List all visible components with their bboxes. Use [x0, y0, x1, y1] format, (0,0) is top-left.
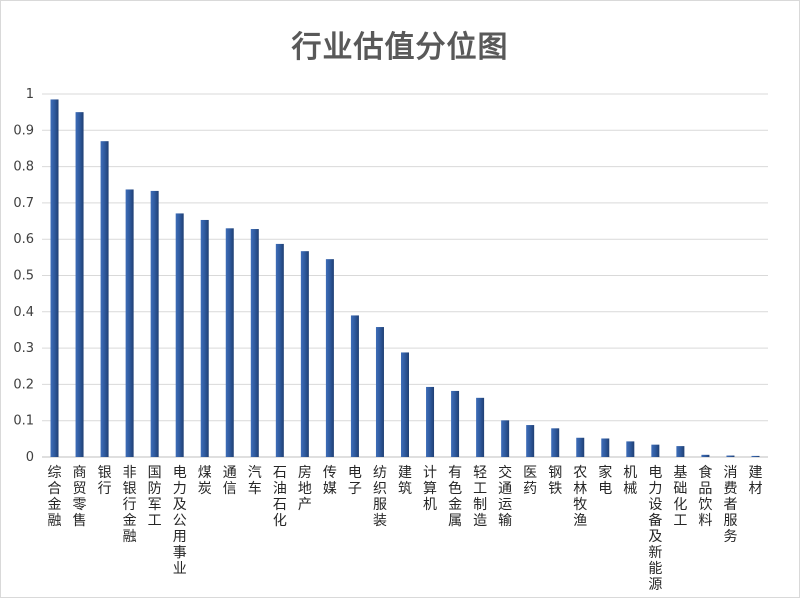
x-tick-label: 房地产	[298, 465, 312, 513]
y-tick-label: 0.8	[13, 160, 34, 175]
bar	[501, 420, 510, 457]
bar	[350, 315, 359, 457]
x-tick-label: 计算机	[423, 465, 437, 513]
bar	[200, 219, 209, 457]
bar	[50, 99, 59, 457]
y-tick-label: 0.3	[13, 341, 34, 356]
y-tick-label: 0.2	[13, 377, 34, 392]
bar	[651, 444, 660, 457]
x-tick-label: 机械	[623, 465, 637, 497]
x-tick-label: 煤炭	[198, 465, 212, 497]
bar	[626, 441, 635, 457]
y-tick-label: 0.6	[13, 232, 34, 247]
bar	[175, 213, 184, 457]
bar	[375, 327, 384, 457]
bar	[300, 251, 309, 457]
bar	[225, 228, 234, 457]
y-tick-label: 0.7	[13, 196, 34, 211]
bar	[676, 446, 685, 457]
x-tick-label: 轻工制造	[473, 465, 487, 529]
x-tick-label: 食品饮料	[698, 464, 712, 529]
y-tick-label: 0.5	[13, 269, 34, 284]
x-tick-label: 交通运输	[498, 464, 512, 529]
x-tick-label: 通信	[223, 465, 237, 497]
bar	[726, 455, 735, 457]
bar	[401, 352, 409, 457]
bar	[250, 229, 259, 457]
x-tick-label: 汽车	[248, 465, 262, 497]
y-tick-label: 0.4	[13, 305, 34, 320]
bar	[526, 425, 535, 457]
y-tick-label: 0	[26, 450, 34, 465]
x-tick-label: 银行	[98, 465, 112, 497]
x-tick-label: 纺织服装	[373, 465, 387, 529]
bar	[601, 438, 610, 457]
bar	[125, 189, 134, 457]
bars	[50, 99, 760, 458]
x-tick-label: 非银行金融	[123, 465, 137, 545]
bar	[751, 455, 760, 457]
bar	[551, 428, 560, 457]
x-tick-label: 国防军工	[148, 465, 162, 529]
bar	[476, 397, 485, 457]
x-tick-label: 建材	[748, 465, 762, 497]
x-tick-label: 电力设备及新能源	[648, 465, 662, 593]
y-axis: 0 0.1 0.2 0.3 0.4 0.5 0.6 0.7 0.8 0.9 1	[13, 87, 34, 465]
x-tick-label: 有色金属	[448, 465, 462, 529]
bar	[451, 390, 460, 457]
x-tick-label: 综合金融	[48, 465, 62, 529]
bar	[325, 259, 334, 457]
x-tick-label: 石油石化	[273, 465, 287, 529]
chart-title: 行业估值分位图	[291, 30, 509, 65]
bar	[100, 141, 109, 457]
x-tick-label: 家电	[598, 464, 612, 497]
x-tick-label: 电子	[348, 465, 362, 497]
y-tick-label: 0.1	[13, 414, 34, 429]
bar	[275, 243, 284, 457]
gridlines	[42, 93, 768, 458]
y-tick-label: 1	[26, 87, 34, 102]
x-tick-label: 建筑	[398, 465, 412, 497]
bar	[426, 386, 435, 457]
x-axis: 综合金融商贸零售银行非银行金融国防军工电力及公用事业煤炭通信汽车石油石化房地产传…	[48, 464, 763, 593]
x-tick-label: 电力及公用事业	[173, 465, 187, 577]
x-tick-label: 传媒	[323, 465, 337, 497]
y-tick-label: 0.9	[13, 123, 34, 138]
bar	[75, 112, 84, 458]
x-tick-label: 医药	[523, 465, 537, 497]
x-tick-label: 商贸零售	[73, 465, 87, 529]
bar	[150, 190, 159, 457]
bar	[701, 454, 710, 457]
bar	[576, 437, 585, 457]
x-tick-label: 基础化工	[673, 464, 687, 529]
x-tick-label: 消费者服务	[723, 465, 737, 545]
x-tick-label: 农林牧渔	[573, 465, 587, 529]
x-tick-label: 钢铁	[548, 465, 562, 497]
